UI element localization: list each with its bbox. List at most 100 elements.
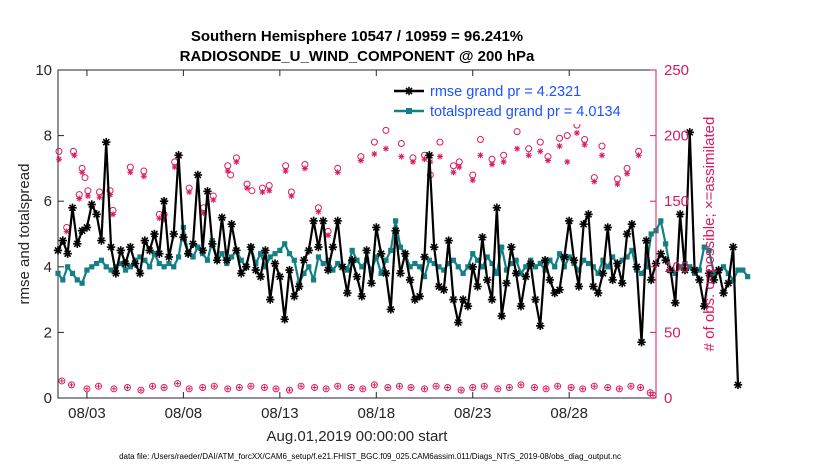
totalspread-point [619,257,625,263]
obs-assimilated-stroke [358,157,364,164]
obs-bottom-marker [272,385,280,393]
totalspread-point [585,260,592,267]
totalspread-point [65,264,71,270]
rmse-point [265,295,275,304]
rmse-line [57,131,740,385]
rmse-point-stroke [469,263,477,271]
rmse-point [589,282,598,291]
obs-assimilated-stroke [283,168,289,174]
rmse-point-stroke [324,266,332,274]
obs-bottom-circle [260,384,268,392]
totalspread-point [605,264,611,270]
rmse-point [574,282,584,291]
obs-possible-marker [81,174,89,182]
obs-assimilated-marker [469,177,476,184]
rmse-point [222,256,231,265]
rmse-point [425,151,434,160]
rmse-point-stroke [329,243,337,251]
obs-assimilated-marker [325,232,332,239]
rmse-point-stroke [387,305,395,314]
obs-assimilated-stroke [470,177,476,183]
obs-bottom-marker [567,384,575,392]
obs-assimilated-marker [556,143,563,150]
rmse-point-stroke [295,282,303,291]
obs-bottom-marker [210,382,218,390]
rmse-point [420,252,429,262]
obs-assimilated-marker [489,161,496,168]
totalspread-point [229,254,235,260]
rmse-point-stroke [666,266,675,274]
rmse-point [338,262,347,271]
totalspread-point [523,264,529,270]
rmse-point [695,275,704,285]
obs-assimilated-marker [525,152,532,159]
rmse-point [150,229,159,239]
rmse-point [680,265,690,275]
obs-possible-marker [500,151,508,159]
rmse-point-stroke [247,243,255,251]
rmse-point [73,239,82,249]
totalspread-point [190,254,196,260]
totalspread-point [581,257,587,263]
rmse-point-stroke [401,250,409,258]
rmse-point-stroke [676,210,684,218]
rmse-point [531,295,540,304]
obs-assimilated-stroke [96,194,103,200]
rmse-point [121,259,130,268]
obs-bottom-marker [83,385,91,393]
obs-possible-marker [513,128,521,136]
rmse-point-stroke [560,253,568,261]
rmse-point [87,200,96,209]
y-tick-label-right: 50 [664,324,681,341]
rmse-point [294,282,304,291]
obs-assimilated-marker [301,165,308,172]
rmse-point-stroke [136,269,144,277]
obs-assimilated-marker [140,173,147,180]
obs-bottom-circle [505,384,513,392]
rmse-point-stroke [715,266,723,274]
rmse-point [111,269,121,278]
obs-possible-marker [525,145,533,153]
rmse-point [434,282,444,291]
obs-possible-marker [556,134,564,142]
rmse-point [130,259,140,268]
rmse-point-stroke [425,151,433,159]
obs-assimilated-marker [233,158,240,165]
obs-assimilated-marker [334,169,341,176]
obs-assimilated-stroke [141,173,147,179]
totalspread-point [407,264,413,270]
obs-possible-marker [449,162,457,170]
rmse-point [184,249,193,258]
chart-title: Southern Hemisphere 10547 / 10959 = 96.2… [191,28,523,45]
rmse-point [198,246,207,255]
y-tick-label-right: 150 [664,193,689,210]
totalspread-point [320,260,326,267]
totalspread-point [672,270,678,276]
obs-assimilated-stroke [410,159,416,165]
rmse-point-stroke [131,259,139,268]
totalspread-point [595,270,601,276]
obs-assimilated-marker [537,148,544,155]
rmse-point [603,223,612,232]
rmse-point-stroke [724,279,732,287]
rmse-point [193,170,203,180]
rmse-point [483,275,492,285]
obs-assimilated-stroke [545,157,551,164]
rmse-point-stroke [589,282,597,291]
rmse-point-stroke [531,296,540,304]
rmse-point [516,301,526,311]
rmse-point [285,265,294,275]
obs-bottom-marker [469,384,477,392]
rmse-point-stroke [705,269,713,277]
rmse-point [208,239,217,249]
rmse-point-stroke [112,269,120,277]
obs-bottom-circle [160,384,168,392]
rmse-point-stroke [729,243,737,251]
obs-bottom-circle [83,385,91,393]
rmse-point [492,203,502,212]
obs-assimilated-marker [156,215,163,222]
obs-assimilated-stroke [225,168,231,174]
rmse-point [449,295,458,304]
obs-possible-marker [397,139,405,147]
obs-assimilated-marker [357,157,364,164]
